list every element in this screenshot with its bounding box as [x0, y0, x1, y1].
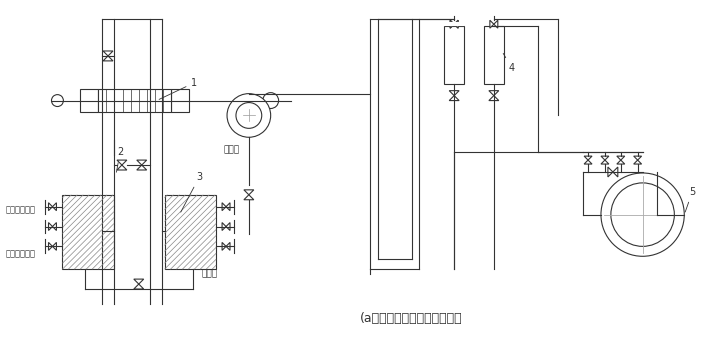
Polygon shape — [454, 20, 458, 28]
Circle shape — [51, 95, 63, 106]
Text: 隔离液终结面: 隔离液终结面 — [6, 205, 36, 214]
Polygon shape — [450, 20, 454, 28]
Polygon shape — [226, 203, 230, 211]
Text: 2: 2 — [116, 147, 123, 172]
Polygon shape — [134, 279, 144, 284]
Circle shape — [611, 183, 675, 246]
Polygon shape — [222, 223, 226, 231]
Polygon shape — [52, 242, 56, 250]
Bar — [484, 26, 504, 84]
Polygon shape — [613, 167, 618, 177]
Polygon shape — [634, 160, 642, 164]
Bar — [171, 89, 190, 113]
Polygon shape — [226, 223, 230, 231]
Polygon shape — [52, 203, 56, 211]
Circle shape — [227, 94, 271, 137]
Polygon shape — [608, 167, 613, 177]
Polygon shape — [117, 160, 127, 165]
Polygon shape — [226, 242, 230, 250]
Polygon shape — [493, 20, 498, 28]
Polygon shape — [222, 203, 226, 211]
Polygon shape — [52, 223, 56, 231]
Text: 3: 3 — [180, 172, 202, 212]
Polygon shape — [489, 96, 499, 101]
Polygon shape — [601, 160, 609, 164]
Polygon shape — [49, 242, 52, 250]
Text: 被测液: 被测液 — [201, 270, 217, 279]
Polygon shape — [601, 156, 609, 160]
Polygon shape — [137, 160, 147, 165]
Polygon shape — [103, 56, 113, 61]
Polygon shape — [449, 96, 459, 101]
Polygon shape — [617, 160, 625, 164]
Text: 5: 5 — [685, 187, 695, 212]
Polygon shape — [137, 165, 147, 170]
Circle shape — [263, 92, 278, 108]
Polygon shape — [103, 51, 113, 56]
Bar — [98, 89, 171, 113]
Circle shape — [601, 173, 685, 256]
Polygon shape — [450, 20, 454, 28]
Polygon shape — [49, 223, 52, 231]
Polygon shape — [49, 203, 52, 211]
Text: 4: 4 — [503, 53, 515, 73]
Polygon shape — [489, 91, 499, 96]
Text: 1: 1 — [159, 78, 197, 99]
Polygon shape — [617, 156, 625, 160]
Polygon shape — [449, 91, 459, 96]
Polygon shape — [244, 190, 254, 195]
Circle shape — [236, 103, 262, 128]
Polygon shape — [117, 165, 127, 170]
Text: (a）差压计装在节流装置下方: (a）差压计装在节流装置下方 — [360, 312, 462, 325]
Text: 隔离液: 隔离液 — [223, 146, 239, 155]
Polygon shape — [584, 160, 592, 164]
Polygon shape — [584, 156, 592, 160]
Polygon shape — [222, 242, 226, 250]
Polygon shape — [134, 284, 144, 289]
Text: 隔离液起始面: 隔离液起始面 — [6, 250, 36, 259]
Bar — [62, 195, 114, 269]
Polygon shape — [634, 156, 642, 160]
Bar — [444, 26, 464, 84]
Polygon shape — [454, 20, 458, 28]
Polygon shape — [490, 20, 493, 28]
Bar — [164, 195, 216, 269]
Polygon shape — [244, 195, 254, 200]
Bar — [80, 89, 98, 113]
